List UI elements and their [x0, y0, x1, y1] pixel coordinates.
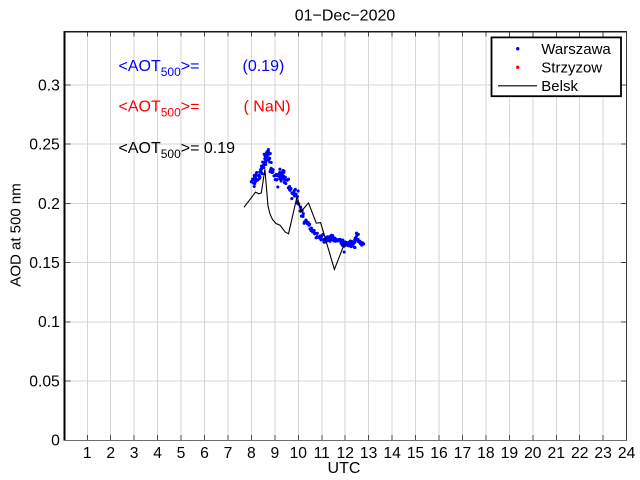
- svg-text:13: 13: [360, 445, 378, 462]
- svg-text:2: 2: [106, 445, 115, 462]
- svg-text:15: 15: [407, 445, 425, 462]
- svg-text:<AOT500>= 0.19: <AOT500>= 0.19: [119, 140, 236, 161]
- svg-text:10: 10: [290, 445, 308, 462]
- svg-text:(0.19): (0.19): [243, 58, 285, 75]
- svg-text:0.05: 0.05: [29, 373, 60, 390]
- svg-text:AOD at 500 nm: AOD at 500 nm: [8, 183, 25, 286]
- svg-text:9: 9: [270, 445, 279, 462]
- svg-text:16: 16: [430, 445, 448, 462]
- svg-text:0.1: 0.1: [38, 314, 60, 331]
- svg-text:0.2: 0.2: [38, 196, 60, 213]
- svg-text:4: 4: [153, 445, 162, 462]
- svg-text:0.15: 0.15: [29, 255, 60, 272]
- svg-text:18: 18: [477, 445, 495, 462]
- svg-text:24: 24: [618, 445, 636, 462]
- svg-text:Strzyzow: Strzyzow: [541, 60, 602, 77]
- svg-text:20: 20: [524, 445, 542, 462]
- svg-text:0.3: 0.3: [38, 77, 60, 94]
- svg-text:UTC: UTC: [328, 460, 361, 477]
- svg-text:12: 12: [336, 445, 353, 462]
- svg-text:0: 0: [51, 433, 60, 450]
- svg-text:5: 5: [177, 445, 186, 462]
- svg-text:Warszawa: Warszawa: [541, 41, 611, 58]
- svg-text:19: 19: [501, 445, 518, 462]
- svg-text:6: 6: [200, 445, 209, 462]
- svg-text:8: 8: [247, 445, 256, 462]
- svg-text:3: 3: [130, 445, 139, 462]
- svg-text:01−Dec−2020: 01−Dec−2020: [295, 8, 396, 25]
- svg-text:23: 23: [594, 445, 612, 462]
- svg-text:21: 21: [548, 445, 565, 462]
- svg-text:7: 7: [224, 445, 233, 462]
- svg-text:( NaN): ( NaN): [244, 99, 291, 116]
- svg-text:17: 17: [454, 445, 471, 462]
- svg-text:1: 1: [83, 445, 92, 462]
- svg-text:11: 11: [314, 445, 330, 462]
- svg-text:0.25: 0.25: [29, 137, 60, 154]
- svg-text:22: 22: [571, 445, 588, 462]
- svg-text:14: 14: [383, 445, 401, 462]
- svg-text:Belsk: Belsk: [541, 78, 578, 95]
